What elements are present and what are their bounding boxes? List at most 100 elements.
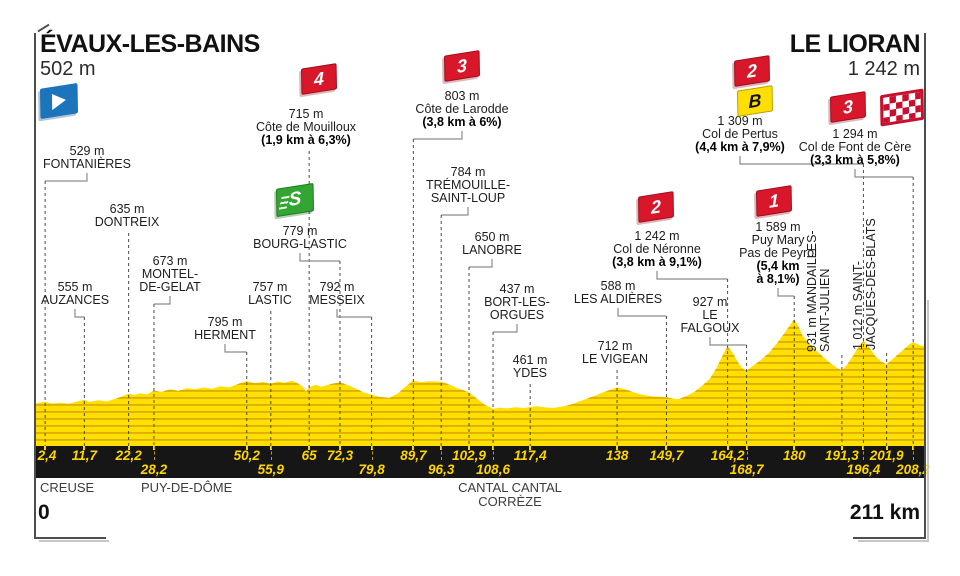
waypoint-connector (74, 309, 85, 318)
waypoint-connector (709, 337, 747, 346)
waypoint-connector (441, 207, 469, 216)
waypoint-label: 529 m FONTANIÈRES (43, 145, 131, 171)
region-text: CORRÈZE (478, 494, 542, 509)
waypoint-text: JACQUES-DES-BLATS (864, 218, 878, 350)
waypoint-label: 715 m Côte de Mouilloux (1,9 km à 6,3%) (256, 108, 356, 147)
waypoint-text: Col de Néronne (613, 242, 701, 256)
waypoint-connector (45, 173, 88, 182)
region-label: PUY-DE-DÔME (141, 481, 232, 495)
km-marker-value: 102,9 (452, 448, 486, 463)
frame-right-line (924, 33, 926, 539)
km-marker-value: 28,2 (140, 462, 168, 477)
category-climb-icon: 1 (755, 185, 793, 217)
waypoint-text: BOURG-LASTIC (253, 237, 347, 251)
waypoint-text: 927 m (692, 295, 728, 309)
km-marker-value: 2,4 (37, 448, 57, 463)
waypoint-text: 792 m (319, 280, 355, 294)
km-marker-value: 22,2 (115, 448, 142, 463)
km-tick (726, 446, 729, 450)
region-text: CANTAL CANTAL (458, 480, 562, 495)
waypoint-label: 1 242 m Col de Néronne (3,8 km à 9,1%) (612, 230, 702, 269)
km-tick (616, 446, 619, 450)
km-dash (270, 446, 272, 460)
category-climb-icon: 3 (829, 91, 867, 123)
km-marker-value: 168,7 (729, 462, 764, 477)
waypoint-label: 795 m HERMENT (194, 316, 256, 342)
waypoint-text: 715 m (288, 107, 324, 121)
waypoint-label: 1 294 m Col de Font de Cère (3,3 km à 5,8%… (799, 128, 912, 167)
waypoint-text: Pas de Peyrol (739, 246, 817, 260)
waypoint-text: Puy Mary (751, 233, 805, 247)
start-triangle (51, 91, 67, 111)
km-marker-value: 149,7 (649, 448, 684, 463)
waypoint-text: FONTANIÈRES (43, 157, 131, 171)
waypoint-text: 588 m (600, 279, 636, 293)
waypoint-text: 635 m (109, 202, 145, 216)
km-dash (441, 446, 443, 460)
waypoint-text: (3,3 km à 5,8%) (810, 153, 900, 167)
waypoint-text: LASTIC (248, 293, 292, 307)
waypoint-text: MESSEIX (309, 293, 365, 307)
km-tick (127, 446, 130, 450)
start-city-name: ÉVAUX-LES-BAINS (40, 30, 260, 58)
finish-city-name: LE LIORAN (789, 30, 921, 58)
waypoint-text: 779 m (282, 224, 318, 238)
waypoint-label: 1 309 m Col de Pertus (4,4 km à 7,9%) (695, 115, 785, 154)
region-label: CANTAL CANTAL CORRÈZE (458, 481, 562, 509)
sprint-icon: S (275, 182, 315, 218)
waypoint-label: 927 m LE FALGOUX (680, 296, 739, 335)
category-climb-icon: 2 (637, 191, 675, 223)
waypoint-text: TRÉMOUILLE- (425, 178, 511, 192)
waypoint-label: 555 m AUZANCES (41, 281, 109, 307)
km-marker-value: 79,8 (358, 462, 385, 477)
waypoint-text: 784 m (450, 165, 486, 179)
bonus-seconds-icon: B (736, 85, 774, 117)
km-tick (412, 446, 415, 450)
waypoint-label: 650 m LANOBRE (462, 231, 522, 257)
km-tick (338, 446, 341, 450)
category-climb-icon: 4 (300, 63, 338, 95)
waypoint-connector (656, 271, 728, 280)
waypoint-connector (413, 131, 463, 140)
km-tick (529, 446, 532, 450)
waypoint-text: HERMENT (194, 328, 256, 342)
finish-city-elevation: 1 242 m (847, 58, 920, 80)
waypoint-label: 757 m LASTIC (248, 281, 292, 307)
waypoint-connector (854, 169, 914, 178)
frame-bottom-left (34, 537, 106, 539)
waypoint-text: SAINT-JULIEN (818, 268, 832, 352)
waypoint-text: 757 m (252, 280, 288, 294)
km-marker-value: 65 (301, 448, 317, 463)
km-dash (371, 446, 373, 460)
km-dash (493, 446, 495, 460)
waypoint-text: Côte de Mouilloux (255, 120, 357, 134)
waypoint-text: 1 309 m (717, 114, 763, 128)
waypoint-text: LES ALDIÈRES (573, 292, 663, 306)
waypoint-label: 673 m MONTEL- DE-GELAT (139, 255, 201, 294)
waypoint-label: 779 m BOURG-LASTIC (253, 225, 347, 251)
region-text: PUY-DE-DÔME (141, 480, 233, 495)
waypoint-text: Col de Font de Cère (798, 140, 912, 154)
waypoint-text: DONTREIX (94, 215, 160, 229)
waypoint-text: SAINT-LOUP (430, 191, 506, 205)
waypoint-label: 1 589 m Puy Mary Pas de Peyrol (5,4 km à 8,1… (739, 221, 817, 286)
km-tick (885, 446, 888, 450)
km-marker-value: 55,9 (257, 462, 284, 477)
waypoint-label: 792 m MESSEIX (309, 281, 365, 307)
km-marker-value: 201,9 (869, 448, 904, 463)
frame-shadow-bottom-left (39, 540, 109, 542)
waypoint-text: FALGOUX (680, 321, 740, 335)
waypoint-connector (493, 324, 518, 333)
km-dash (746, 446, 748, 460)
frame-shadow-right (927, 300, 929, 542)
waypoint-text: 461 m (512, 353, 548, 367)
category-climb-icon: 3 (443, 50, 481, 82)
waypoint-text: 529 m (69, 144, 105, 158)
waypoint-label: 461 m YDES (513, 354, 548, 380)
waypoint-text: Côte de Larodde (415, 102, 509, 116)
km-dash (913, 446, 915, 460)
total-distance-label: 211 km (849, 501, 920, 524)
waypoint-label-vertical: 1 012 m SAINT- JACQUES-DES-BLATS (851, 218, 878, 350)
km-dash (153, 446, 155, 460)
km-tick (468, 446, 471, 450)
